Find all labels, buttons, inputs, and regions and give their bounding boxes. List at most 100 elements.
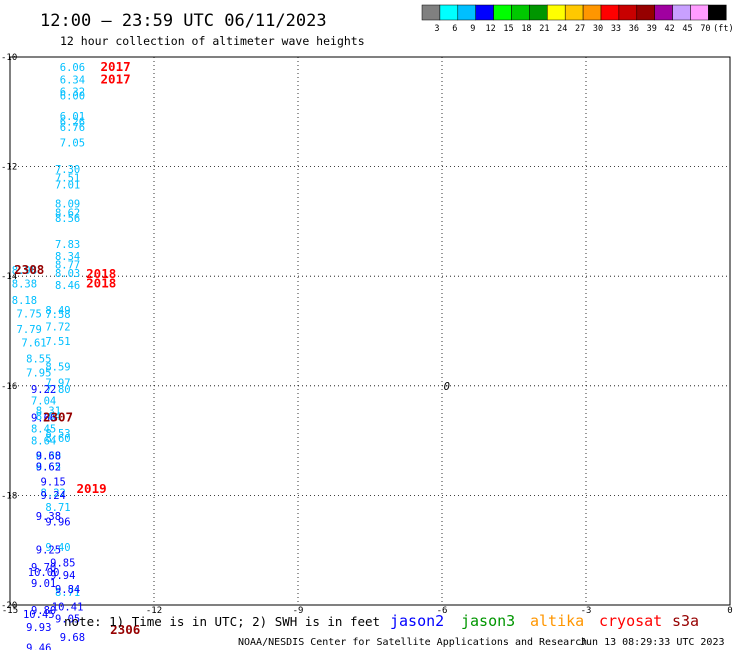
- colorbar-label: 3: [434, 24, 439, 34]
- swh-value-label: 10.00: [28, 567, 60, 579]
- swh-value-label: 6.00: [60, 90, 85, 102]
- colorbar-label: (ft): [713, 24, 733, 34]
- colorbar-label: 39: [647, 24, 657, 34]
- cycle-number-label: 2019: [77, 481, 107, 496]
- swh-value-label: 8.45: [31, 424, 56, 436]
- swh-value-label: 9.25: [36, 545, 61, 557]
- swh-value-label: 8.30: [36, 450, 61, 462]
- footer-timestamp: Jun 13 08:29:33 UTC 2023: [580, 637, 725, 648]
- swh-value-label: 8.98: [12, 265, 37, 277]
- colorbar-label: 42: [665, 24, 675, 34]
- swh-value-label: 8.77: [55, 260, 80, 272]
- chart-subtitle: 12 hour collection of altimeter wave hei…: [60, 34, 365, 48]
- colorbar-label: 70: [700, 24, 710, 34]
- colorbar-swatch: [511, 4, 530, 21]
- swh-value-label: 6.76: [60, 122, 85, 134]
- y-tick-label: -18: [1, 491, 17, 501]
- colorbar-legend: 3 6 9 12 15 18 21 24 27 30 33 36 39 42 45 70 (ft): [421, 4, 734, 34]
- swh-value-label: 6.34: [60, 74, 85, 86]
- colorbar-swatch: [564, 4, 584, 21]
- swh-value-label: 9.46: [26, 643, 51, 650]
- swh-value-label: 8.03: [55, 268, 80, 280]
- point-marker: 0: [444, 381, 450, 393]
- colorbar-swatch: [708, 4, 727, 21]
- swh-value-label: 8.71: [45, 502, 70, 514]
- y-tick-label: -14: [1, 272, 17, 282]
- colorbar-swatch: [493, 4, 512, 21]
- y-tick-label: -16: [1, 382, 17, 392]
- plot-axes: -15 -12 -9 -6 -3 0 -10 -12 -14 -16 -18 -20: [1, 53, 733, 616]
- swh-value-label: 7.51: [55, 173, 80, 185]
- swh-value-label: 9.85: [50, 557, 75, 569]
- colorbar-label: 6: [452, 24, 457, 34]
- cycle-number-label: 2017: [101, 71, 131, 86]
- note-text: note: 1) Time is in UTC; 2) SWH is in fe…: [64, 614, 380, 629]
- swh-value-label: 8.71: [55, 587, 80, 599]
- x-tick-label: -6: [437, 606, 448, 616]
- swh-value-label: 8.09: [55, 198, 80, 210]
- colorbar-label: 12: [486, 24, 496, 34]
- colorbar-swatch: [529, 4, 548, 21]
- swh-value-label: 7.61: [21, 338, 46, 350]
- swh-value-label: 9.40: [45, 542, 70, 554]
- swh-value-label: 8.53: [45, 428, 70, 440]
- legend-altika: altika: [530, 612, 584, 630]
- swh-value-label: 9.24: [41, 490, 66, 502]
- colorbar-swatch: [618, 4, 638, 21]
- colorbar-label: 18: [521, 24, 531, 34]
- colorbar-swatch: [600, 4, 620, 21]
- swh-value-label: 10.41: [52, 602, 84, 614]
- x-tick-label: 0: [727, 606, 732, 616]
- swh-value-label: 7.95: [26, 368, 51, 380]
- colorbar-swatch: [672, 4, 691, 21]
- swh-value-label: 9.66: [31, 413, 56, 425]
- cycle-number-label: 2018: [86, 266, 116, 281]
- swh-value-label: 9.05: [55, 614, 80, 626]
- colorbar-label: 24: [557, 24, 567, 34]
- swh-value-label: 7.58: [45, 309, 70, 321]
- swh-value-label: 9.38: [36, 511, 61, 523]
- x-tick-label: -12: [146, 606, 162, 616]
- swh-value-label: 8.60: [45, 433, 70, 445]
- swh-value-label: 8.22: [41, 488, 66, 500]
- swh-value-label: 9.70: [31, 562, 56, 574]
- cycle-number-label: 2308: [14, 262, 44, 277]
- cycle-number-label: 2018: [86, 275, 116, 290]
- x-tick-label: -3: [581, 606, 592, 616]
- colorbar-swatch: [457, 4, 476, 21]
- swh-value-label: 10.45: [23, 609, 55, 621]
- colorbar-label: 21: [539, 24, 549, 34]
- colorbar-swatch: [475, 4, 494, 21]
- legend-jason2: jason2: [390, 612, 444, 630]
- swh-value-label: 8.18: [12, 295, 37, 307]
- satellite-legend: jason2 jason3 altika cryosat s3a: [390, 612, 699, 630]
- chart-title: 12:00 – 23:59 UTC 06/11/2023: [40, 11, 327, 31]
- swh-value-label: 6.01: [60, 111, 85, 123]
- swh-value-label: 9.94: [50, 570, 75, 582]
- swh-value-label: 7.79: [17, 324, 42, 336]
- cycle-number-label: 2307: [43, 410, 73, 425]
- swh-value-label: 8.38: [12, 278, 37, 290]
- cycle-number-label: 2306: [110, 622, 140, 637]
- swh-value-label: 7.01: [55, 180, 80, 192]
- swh-value-label: 9.80: [31, 605, 56, 617]
- swh-value-label: 8.55: [26, 353, 51, 365]
- swh-value-label: 7.80: [45, 384, 70, 396]
- swh-value-label: 7.51: [45, 336, 70, 348]
- y-tick-label: -20: [1, 601, 17, 611]
- swh-value-label: 9.96: [45, 517, 70, 529]
- swh-value-label: 7.75: [17, 308, 42, 320]
- swh-value-label: 7.30: [55, 164, 80, 176]
- swh-value-label: 8.46: [55, 280, 80, 292]
- swh-value-label: 8.49: [45, 305, 70, 317]
- legend-cryosat: cryosat: [599, 612, 662, 630]
- colorbar-label: 45: [682, 24, 692, 34]
- colorbar-label: 33: [611, 24, 621, 34]
- legend-jason3: jason3: [461, 612, 515, 630]
- swh-value-label: 8.04: [36, 411, 61, 423]
- swh-value-label: 8.65: [36, 461, 61, 473]
- x-tick-label: -15: [2, 606, 18, 616]
- swh-value-label: 8.62: [55, 208, 80, 220]
- plot-grid: [9, 56, 731, 606]
- swh-value-label: 6.06: [60, 62, 85, 74]
